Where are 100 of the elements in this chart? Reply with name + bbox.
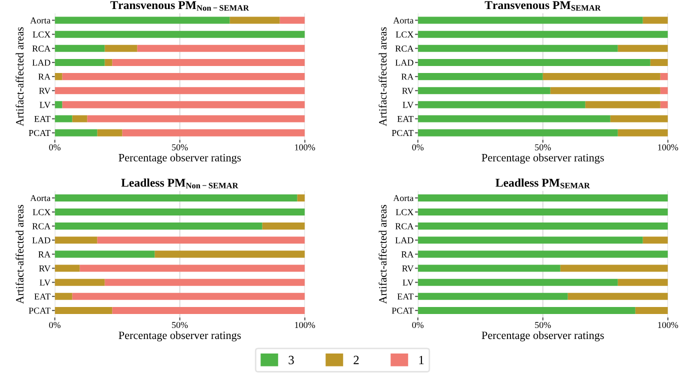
- y-tick-label: Aorta: [30, 195, 51, 202]
- bar: [54, 250, 155, 258]
- y-tick-label: Aorta: [30, 17, 51, 24]
- x-tick-label: 0%: [49, 144, 61, 150]
- bar: [54, 44, 105, 52]
- bar: [418, 87, 550, 94]
- bar: [54, 208, 305, 216]
- bar: [297, 194, 305, 202]
- x-tick-label: 50%: [535, 322, 551, 328]
- bar: [80, 264, 305, 272]
- bar: [610, 115, 668, 122]
- y-axis-title: Artifact-affected areas: [16, 204, 24, 304]
- bar: [54, 115, 72, 122]
- bar: [418, 58, 650, 66]
- bar: [418, 208, 668, 216]
- bar: [550, 87, 660, 94]
- x-axis-title: Percentage observer ratings: [482, 331, 604, 342]
- bar: [72, 292, 305, 300]
- y-tick-label: RCA: [395, 223, 414, 230]
- bar: [650, 58, 668, 66]
- bar: [54, 101, 62, 108]
- bar: [54, 16, 230, 24]
- bar: [585, 101, 660, 108]
- chart-title: Leadless PM$_{Non−SEMAR}$: [121, 178, 238, 188]
- y-tick-label: PCAT: [392, 130, 414, 136]
- y-tick-label: LV: [402, 102, 414, 108]
- y-tick-label: LAD: [32, 60, 50, 66]
- bar: [642, 236, 668, 244]
- bar: [54, 87, 305, 94]
- bar: [418, 250, 668, 258]
- bar: [542, 73, 660, 80]
- x-tick-label: 50%: [535, 144, 551, 150]
- y-tick-label: LV: [40, 280, 51, 286]
- x-tick-label: 100%: [658, 144, 678, 150]
- bar: [97, 236, 305, 244]
- x-tick-label: 0%: [412, 322, 424, 328]
- bar: [62, 73, 305, 80]
- x-axis-title: Percentage observer ratings: [118, 154, 241, 164]
- bar: [418, 115, 610, 122]
- bar: [418, 236, 643, 244]
- bar: [54, 129, 98, 136]
- bar: [62, 101, 305, 108]
- bar: [262, 222, 305, 230]
- y-tick-label: LCX: [396, 209, 414, 216]
- y-tick-label: PCAT: [392, 308, 414, 314]
- x-tick-label: 100%: [295, 322, 316, 328]
- y-tick-label: LV: [402, 280, 414, 286]
- y-tick-label: LCX: [32, 31, 50, 38]
- y-tick-label: LAD: [395, 60, 414, 66]
- x-tick-label: 100%: [295, 144, 316, 150]
- y-tick-label: LAD: [395, 237, 414, 244]
- bar: [418, 306, 636, 314]
- y-tick-label: LAD: [32, 237, 50, 244]
- x-tick-label: 50%: [172, 322, 188, 328]
- bar: [122, 129, 305, 136]
- chart-title: Leadless PM$_{SEMAR}$: [496, 178, 590, 188]
- chart-title: Transvenous PM$_{Non−SEMAR}$: [110, 1, 250, 11]
- y-tick-label: RCA: [32, 46, 51, 52]
- bar: [230, 16, 280, 24]
- y-tick-label: RA: [401, 251, 414, 258]
- y-tick-label: RV: [402, 265, 414, 272]
- y-tick-label: RCA: [32, 223, 51, 230]
- legend-label: 3: [288, 356, 294, 364]
- x-tick-label: 0%: [412, 144, 424, 150]
- bar: [54, 58, 105, 66]
- bar: [112, 306, 305, 314]
- y-tick-label: EAT: [397, 294, 414, 300]
- y-tick-label: LCX: [396, 31, 414, 38]
- y-tick-label: EAT: [397, 116, 414, 122]
- y-axis-title: Artifact-affected areas: [378, 27, 387, 126]
- y-axis-title: Artifact-affected areas: [16, 27, 24, 126]
- bar: [104, 58, 112, 66]
- y-tick-label: RV: [402, 88, 414, 94]
- bar: [104, 278, 305, 286]
- bar: [104, 44, 138, 52]
- legend-label: 2: [354, 356, 359, 364]
- x-tick-label: 100%: [658, 322, 678, 328]
- bar: [72, 115, 88, 122]
- bar: [618, 44, 668, 52]
- y-tick-label: RA: [38, 74, 51, 80]
- y-tick-label: LCX: [32, 209, 50, 216]
- y-tick-label: RA: [38, 251, 51, 258]
- bar: [54, 278, 105, 286]
- y-tick-label: EAT: [34, 294, 50, 300]
- bar: [154, 250, 305, 258]
- bar: [418, 278, 618, 286]
- y-tick-label: RV: [39, 265, 51, 272]
- y-axis-title: Artifact-affected areas: [378, 204, 387, 304]
- y-tick-label: RCA: [395, 46, 414, 52]
- bar: [54, 73, 62, 80]
- legend-label: 1: [419, 356, 424, 364]
- bar: [660, 87, 668, 94]
- bar: [635, 306, 668, 314]
- x-tick-label: 50%: [172, 144, 188, 150]
- bar: [87, 115, 305, 122]
- bar: [112, 58, 305, 66]
- bar: [618, 278, 668, 286]
- bar: [137, 44, 305, 52]
- bar: [280, 16, 305, 24]
- x-axis-title: Percentage observer ratings: [118, 331, 241, 342]
